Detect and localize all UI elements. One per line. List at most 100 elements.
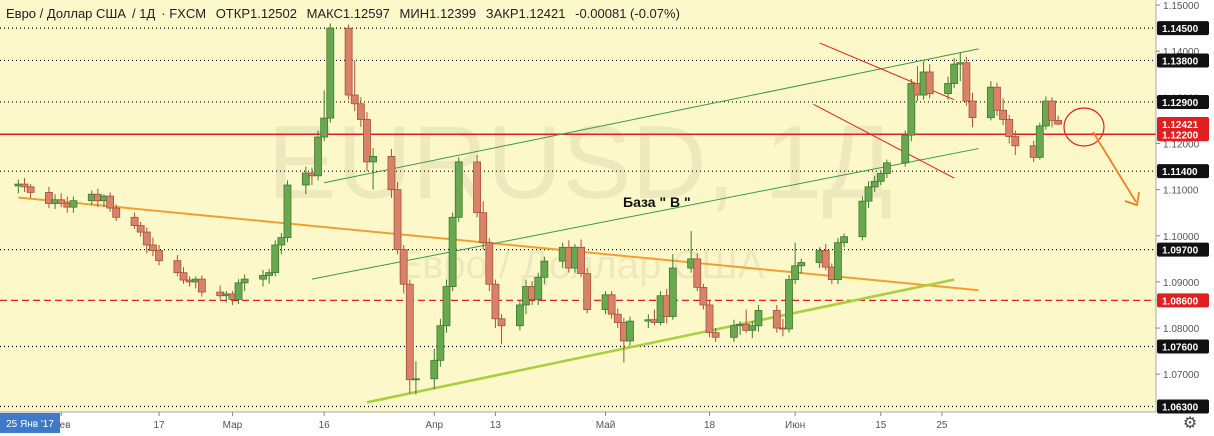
time-tick-label: Май xyxy=(596,420,616,431)
candle-body xyxy=(448,216,457,287)
candle xyxy=(149,237,157,257)
candle-body xyxy=(179,272,188,281)
candle-body xyxy=(399,249,408,285)
candle xyxy=(925,64,934,99)
candle xyxy=(405,279,414,394)
level-tag xyxy=(1157,164,1209,179)
candle-body xyxy=(834,242,842,280)
header-symbol: Евро / Доллар США xyxy=(6,6,126,21)
candle xyxy=(870,175,879,192)
candle-body xyxy=(301,172,310,186)
candle xyxy=(173,255,182,277)
gear-icon[interactable]: ⚙ xyxy=(1182,415,1198,432)
candle xyxy=(326,23,335,123)
candle-body xyxy=(479,212,488,244)
trendline-lime xyxy=(366,278,955,404)
chart-header: Евро / Доллар США/ 1Д · FXCM ОТКР1.12502 … xyxy=(6,6,680,21)
time-tick-label: 18 xyxy=(704,420,716,431)
candle xyxy=(179,267,188,284)
header-timeframe: 1Д xyxy=(139,6,156,21)
header-source: FXCM xyxy=(169,6,207,21)
candle-body xyxy=(491,283,500,320)
candle xyxy=(907,78,916,142)
candle-body xyxy=(20,183,29,188)
level-tag xyxy=(1157,53,1209,68)
base-b-label: База " В " xyxy=(623,194,691,210)
candle xyxy=(993,82,1001,116)
candle xyxy=(876,171,885,186)
candle-body xyxy=(858,200,867,238)
candle-body xyxy=(515,304,524,327)
candle-body xyxy=(112,207,121,218)
candle-body xyxy=(442,286,451,327)
candle xyxy=(901,130,910,167)
candle-body xyxy=(577,246,585,274)
candle xyxy=(442,279,451,333)
candle xyxy=(515,300,524,331)
candle-body xyxy=(454,161,463,218)
candle xyxy=(583,268,592,314)
candle-body xyxy=(1005,119,1014,137)
header-open: ОТКР1.12502 xyxy=(215,6,297,21)
candle-body xyxy=(693,258,702,288)
candle xyxy=(791,242,800,285)
candle xyxy=(271,240,280,277)
candle xyxy=(142,227,151,254)
candle-body xyxy=(968,100,977,119)
level-tag-label: 1.07600 xyxy=(1162,342,1199,353)
candle xyxy=(754,304,763,332)
candle-body xyxy=(772,310,781,329)
time-axis[interactable]: Фев 17 Мар 16 Апр 13 Май 18 Июн 15 25 25 Янв '17 xyxy=(0,412,948,433)
candles xyxy=(14,23,1063,395)
candle-body xyxy=(173,260,182,274)
forecast-arrow-line xyxy=(1092,131,1137,203)
candle xyxy=(344,24,353,100)
candle-body xyxy=(754,310,763,327)
candle xyxy=(479,201,488,250)
candle-body xyxy=(149,244,157,251)
candle-body xyxy=(840,236,848,244)
candle xyxy=(864,181,873,209)
candle xyxy=(1005,114,1014,144)
candle-body xyxy=(821,250,830,268)
price-tick-label: 1.12000 xyxy=(1163,139,1200,150)
candle-body xyxy=(57,199,66,204)
candle xyxy=(26,184,35,198)
candle xyxy=(393,182,402,255)
candle-body xyxy=(45,191,53,204)
candle-body xyxy=(277,237,286,246)
candle xyxy=(320,90,329,142)
candle xyxy=(259,269,267,287)
header-close: ЗАКР1.12421 xyxy=(485,6,566,21)
candle-body xyxy=(142,231,151,246)
candle xyxy=(882,159,891,179)
level-tag xyxy=(1157,242,1209,257)
candle-body xyxy=(668,267,677,317)
candle xyxy=(485,238,494,292)
candle-body xyxy=(1011,136,1020,147)
candle-body xyxy=(356,103,365,120)
candle xyxy=(968,92,977,128)
candle-body xyxy=(405,283,414,381)
candle xyxy=(962,56,971,106)
candle-body xyxy=(705,304,714,334)
time-tick-label: 13 xyxy=(490,420,502,431)
candle-body xyxy=(283,184,292,239)
level-tag xyxy=(1157,21,1209,36)
candle xyxy=(106,192,114,212)
price-axis[interactable]: 1.150001.140001.130001.120001.110001.100… xyxy=(1156,1,1209,414)
candle-body xyxy=(485,242,494,285)
time-tick-label: 17 xyxy=(153,420,165,431)
time-tick-label: Июн xyxy=(785,420,805,431)
candle-body xyxy=(748,325,757,331)
price-tick-label: 1.07000 xyxy=(1163,370,1200,381)
candle-body xyxy=(870,180,879,188)
trendlines xyxy=(18,42,979,404)
candle xyxy=(577,239,585,278)
candle-body xyxy=(534,276,543,300)
candle-body xyxy=(962,62,971,102)
annotations: База " В " xyxy=(623,107,1140,210)
time-tick-label: 16 xyxy=(319,420,331,431)
time-tick-label: Апр xyxy=(425,420,443,431)
